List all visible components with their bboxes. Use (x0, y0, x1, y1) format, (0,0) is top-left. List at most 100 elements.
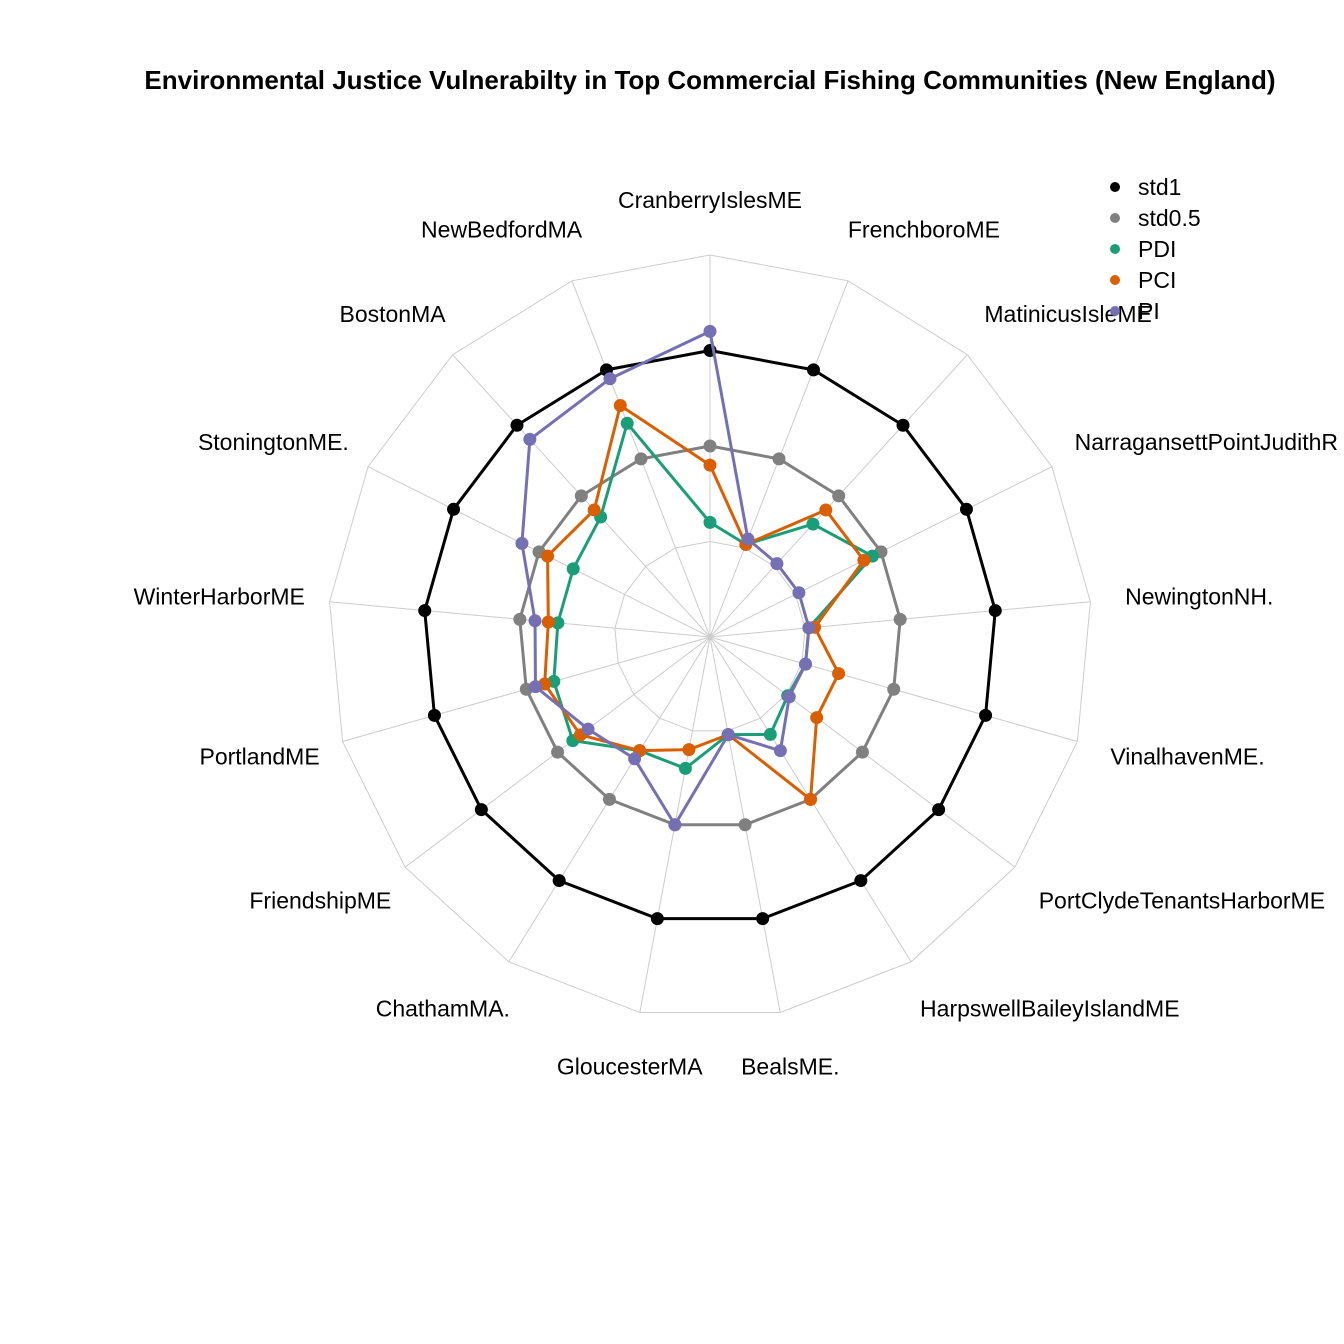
point-std0.5-13 (513, 612, 527, 626)
point-PI-3 (792, 586, 806, 600)
point-PI-2 (770, 557, 784, 571)
series-line-PCI (543, 403, 866, 801)
point-PI-13 (528, 614, 542, 628)
category-label-1: FrenchboroME (848, 217, 1000, 243)
point-PCI-2 (819, 503, 833, 517)
legend-label-PCI: PCI (1138, 267, 1176, 293)
point-std1-10 (552, 874, 566, 888)
point-std1-8 (756, 912, 770, 926)
point-PCI-13 (541, 615, 555, 629)
point-std1-6 (932, 803, 946, 817)
point-PI-15 (523, 432, 537, 446)
point-std0.5-5 (887, 682, 901, 696)
category-label-6: PortClydeTenantsHarborME (1039, 887, 1325, 913)
category-label-14: StoningtonME. (198, 429, 349, 455)
point-PI-1 (741, 532, 755, 546)
point-PCI-15 (587, 503, 601, 517)
point-PDI-7 (763, 727, 777, 741)
legend-marker-std1 (1110, 182, 1120, 192)
point-PCI-14 (541, 549, 555, 563)
point-PDI-16 (620, 416, 634, 430)
legend-label-std0.5: std0.5 (1138, 205, 1201, 231)
point-std1-5 (979, 708, 993, 722)
series-PI (515, 324, 816, 832)
point-std1-9 (650, 912, 664, 926)
point-PI-9 (668, 818, 682, 832)
point-PI-8 (721, 728, 735, 742)
point-std1-11 (474, 803, 488, 817)
radar-grid (329, 254, 1091, 1013)
legend-marker-PCI (1110, 275, 1120, 285)
point-std0.5-8 (738, 818, 752, 832)
grid-ring-1 (614, 540, 806, 732)
category-label-9: GloucesterMA (557, 1054, 703, 1080)
point-PI-11 (581, 722, 595, 736)
legend: std1 std0.5 PDI PCI PI (1110, 174, 1201, 324)
point-PCI-7 (804, 792, 818, 806)
category-label-16: NewBedfordMA (421, 217, 583, 243)
point-std0.5-11 (551, 745, 565, 759)
point-PI-14 (515, 536, 529, 550)
point-std0.5-6 (855, 745, 869, 759)
point-PCI-3 (857, 553, 871, 567)
series-layer (418, 324, 1002, 926)
point-std0.5-2 (832, 489, 846, 503)
point-std1-4 (988, 604, 1002, 618)
category-label-5: VinalhavenME. (1110, 744, 1264, 770)
category-label-8: BealsME. (741, 1054, 839, 1080)
legend-label-PI: PI (1138, 298, 1160, 324)
point-PI-4 (802, 621, 816, 635)
category-label-3: NarragansettPointJudithR (1075, 429, 1338, 455)
point-PI-10 (628, 752, 642, 766)
point-std1-1 (806, 363, 820, 377)
category-label-0: CranberryIslesME (618, 187, 802, 213)
point-PDI-14 (566, 562, 580, 576)
point-PI-12 (528, 680, 542, 694)
point-std0.5-1 (772, 452, 786, 466)
point-std1-15 (510, 418, 524, 432)
point-std1-3 (959, 502, 973, 516)
point-PDI-0 (703, 515, 717, 529)
series-std0.5 (513, 439, 907, 832)
category-label-11: FriendshipME (249, 887, 391, 913)
point-PI-0 (703, 324, 717, 338)
point-PCI-9 (682, 743, 696, 757)
point-PCI-16 (613, 398, 627, 412)
point-PI-7 (773, 744, 787, 758)
grid-ring-4 (329, 254, 1091, 1013)
legend-label-std1: std1 (1138, 174, 1181, 200)
point-std1-2 (896, 418, 910, 432)
series-line-PDI (552, 421, 874, 770)
point-PDI-2 (806, 517, 820, 531)
category-label-15: BostonMA (339, 301, 446, 327)
category-label-12: PortlandME (200, 744, 320, 770)
series-PCI (538, 398, 871, 806)
point-PI-6 (782, 690, 796, 704)
category-label-4: NewingtonNH. (1125, 584, 1273, 610)
point-std0.5-0 (703, 439, 717, 453)
category-labels: CranberryIslesME FrenchboroME MatinicusIsl… (134, 187, 1338, 1080)
point-std1-7 (854, 874, 868, 888)
legend-marker-std0.5 (1110, 213, 1120, 223)
point-std0.5-15 (574, 489, 588, 503)
point-PCI-5 (832, 667, 846, 681)
point-std1-14 (447, 502, 461, 516)
chart-title: Environmental Justice Vulnerabilty in To… (144, 65, 1275, 95)
point-std1-12 (427, 708, 441, 722)
category-label-13: WinterHarborME (134, 584, 305, 610)
series-line-std0.5 (518, 444, 902, 827)
point-std0.5-10 (602, 792, 616, 806)
point-PI-16 (603, 372, 617, 386)
point-std1-13 (418, 604, 432, 618)
point-PDI-9 (678, 761, 692, 775)
point-std0.5-16 (634, 452, 648, 466)
series-line-std1 (423, 349, 997, 921)
legend-marker-PI (1110, 306, 1120, 316)
point-PCI-6 (810, 711, 824, 725)
category-label-2: MatinicusIsleME (984, 301, 1151, 327)
point-PI-5 (799, 657, 813, 671)
point-PDI-13 (551, 616, 565, 630)
category-label-10: ChathamMA. (376, 996, 510, 1022)
